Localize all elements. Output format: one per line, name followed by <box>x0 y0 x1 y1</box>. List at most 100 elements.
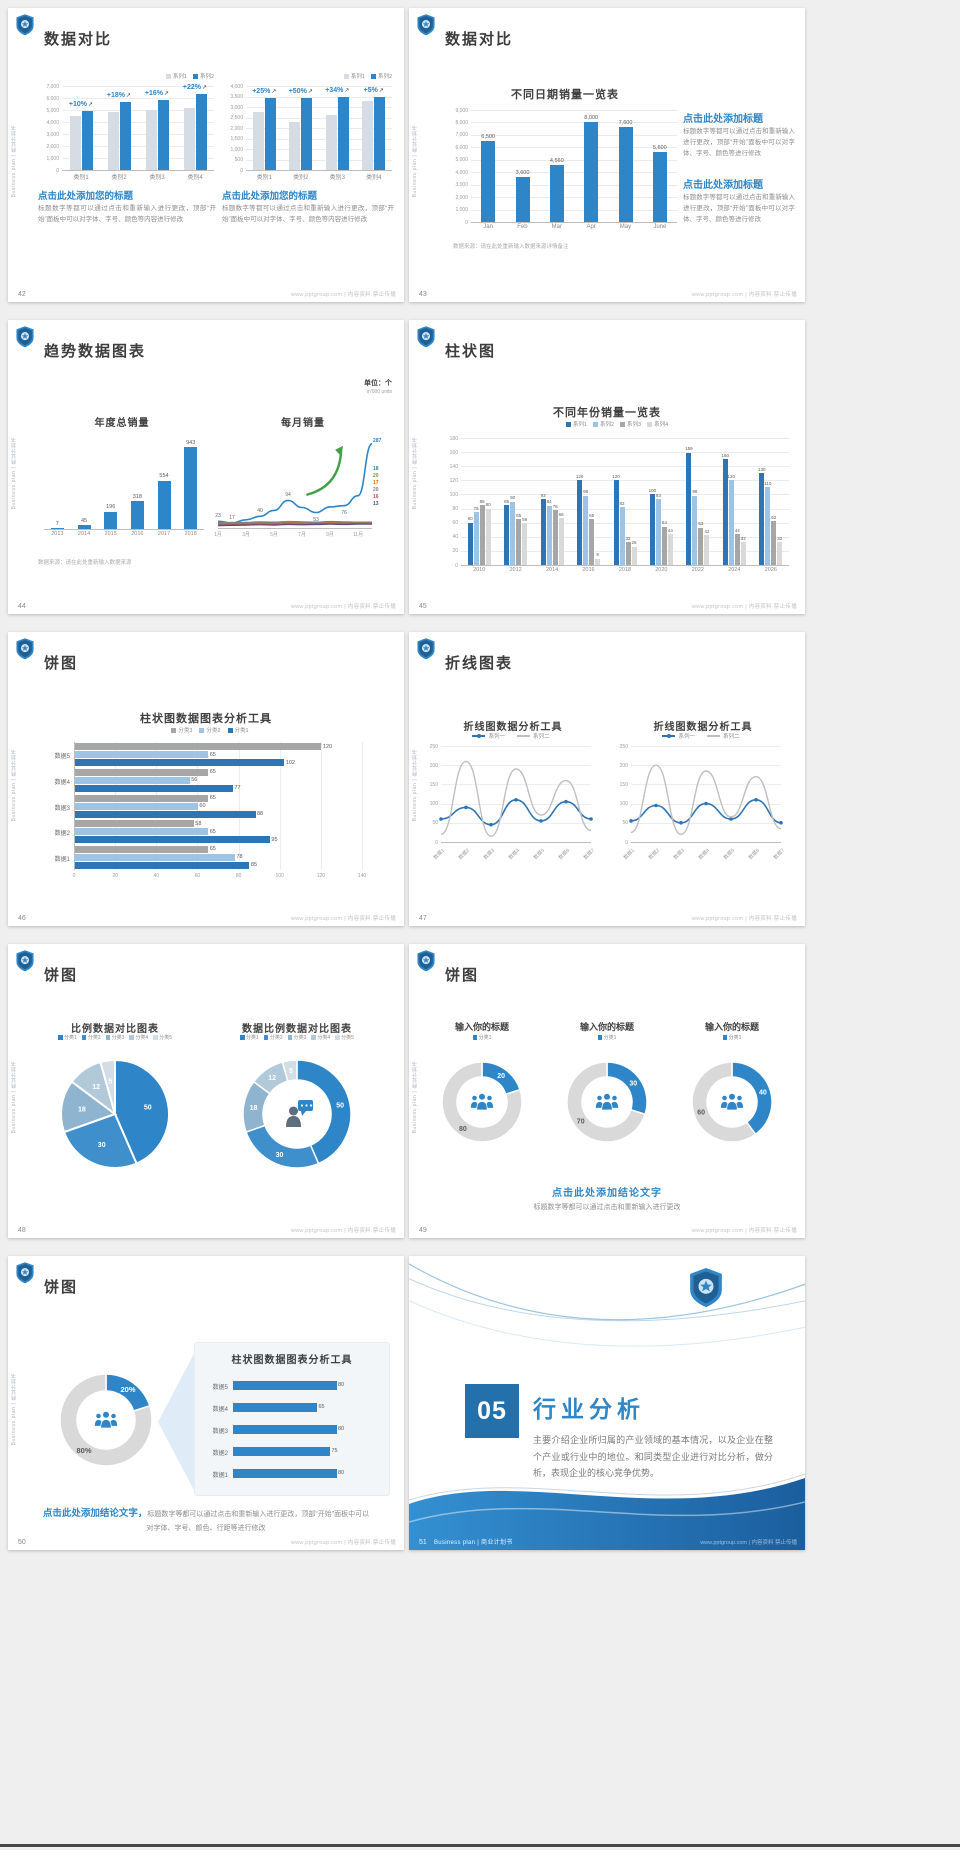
y-axis-label: 180 <box>449 435 458 442</box>
slide-46-thumbnail[interactable]: Business plan | 商业计划书 饼图 柱状图数据图表分析工具 分类3… <box>8 632 404 926</box>
gridline <box>461 480 789 482</box>
slide-43-thumbnail[interactable]: Business plan | 商业计划书 数据对比 不同日期销量一览表 9,0… <box>409 8 805 302</box>
bar-value-label: 554 <box>159 473 169 480</box>
legend-label: 分类1 <box>234 728 249 734</box>
legend-swatch <box>153 1035 158 1040</box>
legend-item: 系列2 <box>370 72 392 80</box>
bar-value-label: 80 <box>485 502 491 508</box>
donut-chart: 20% 80% <box>48 1360 164 1480</box>
unit-note: 单位：个 in'000 units <box>322 378 392 395</box>
chart-title: 折线图数据分析工具 <box>463 722 563 733</box>
category-label: 数据1 <box>212 1472 228 1479</box>
bar <box>184 447 198 529</box>
legend-label: 分类4 <box>317 1035 331 1041</box>
caption-title: 点击此处添加您的标题 <box>38 191 134 202</box>
person-icon-head <box>289 1106 298 1116</box>
y-axis-label: 3,000 <box>46 131 59 138</box>
pie-chart: 分类1 分类2 分类3 分类4 分类5 50 30 18 12 5 <box>24 1034 206 1184</box>
legend-item: 系列3 <box>620 420 641 428</box>
gridline <box>246 96 392 98</box>
category-label: Mar <box>551 224 562 230</box>
series-end-label: 13 <box>373 501 379 508</box>
legend-item: 分类3 <box>105 1034 124 1041</box>
chat-dot <box>300 1104 304 1107</box>
legend-item: 分类1 <box>58 1034 77 1041</box>
legend-swatch <box>722 1035 728 1040</box>
sales-bar-chart: 9,000 8,000 7,000 6,000 5,000 4,000 3,000 2,000… <box>445 102 681 234</box>
bar <box>473 512 479 565</box>
slide-42-thumbnail[interactable]: Business plan | 商业计划书 数据对比 系列1 系列2 7,000 6,… <box>8 8 404 302</box>
gridline <box>461 494 789 496</box>
bar <box>74 776 190 784</box>
bar-value-label: 62 <box>771 514 777 520</box>
callout-label: +10%↗ <box>68 100 94 108</box>
legend-item: 分类2 <box>199 726 221 734</box>
callout-label: +25%↗ <box>252 87 277 95</box>
x-axis-line <box>62 170 214 171</box>
bar <box>549 165 564 222</box>
y-axis-label: 2,500 <box>230 115 243 121</box>
conclusion-body: 标题数字等都可以通过点击和重新输入进行更改，顶部“开始”面板中可以对字体、字号、… <box>146 1511 370 1532</box>
legend-line <box>707 735 720 737</box>
side-vertical-text: Business plan | 商业计划书 <box>412 436 418 510</box>
chart-element <box>422 956 430 963</box>
bar <box>619 507 625 565</box>
bar <box>74 784 233 792</box>
category-label: 2024 <box>728 567 741 573</box>
pie-chart-canvas: 50 30 18 12 5 <box>242 1059 352 1169</box>
legend-item: 系列一 <box>662 732 695 740</box>
x-axis-label: 7月 <box>298 532 306 538</box>
bar <box>232 1446 330 1456</box>
chart-title: 输入你的标题 <box>454 1022 509 1032</box>
legend-item: 分类2 <box>81 1034 101 1041</box>
bar-value-label: 159 <box>685 446 693 452</box>
bar <box>325 115 337 170</box>
legend-label: 系列1 <box>172 74 187 80</box>
slide-47-thumbnail[interactable]: Business plan | 商业计划书 折线图表 折线图数据分析工具 系列一… <box>409 632 805 926</box>
page-number: 50 <box>18 1539 26 1546</box>
bar <box>584 122 599 222</box>
person-icon-head <box>596 1094 603 1102</box>
y-axis-label: 1,000 <box>46 155 59 162</box>
bar-value-label: 120 <box>575 473 584 479</box>
data-annotation: 53 <box>313 516 319 523</box>
legend-swatch <box>105 1035 111 1040</box>
y-axis-label: 5,000 <box>46 107 59 114</box>
bar-value-label: 53 <box>698 521 704 527</box>
bar <box>81 110 93 170</box>
slide-50-thumbnail[interactable]: Business plan | 商业计划书 饼图 20% 80% 柱状图数据图表分… <box>8 1256 404 1550</box>
slide-44-thumbnail[interactable]: Business plan | 商业计划书 趋势数据图表 单位：个 in'000… <box>8 320 404 614</box>
chart-element <box>422 20 430 27</box>
legend-label: 系列2 <box>599 422 614 428</box>
text-block-title: 点击此处添加标题 <box>683 114 763 125</box>
bar-value-label: 80 <box>338 1382 345 1388</box>
slide-48-thumbnail[interactable]: Business plan | 商业计划书 饼图 比例数据对比图表 分类1 分类2… <box>8 944 404 1238</box>
pie-slice <box>691 1061 757 1143</box>
y-axis-label: 6,000 <box>455 144 468 151</box>
chart-legend: 分类3 分类2 分类1 <box>42 726 378 734</box>
bar <box>130 501 144 529</box>
chart-title: 折线图数据分析工具 <box>653 722 753 733</box>
x-axis-label: 140 <box>357 873 367 879</box>
bar-value-label: 26 <box>631 540 637 546</box>
watermark-text: www.pptgroup.com | 内容资料 禁止传播 <box>691 916 797 922</box>
bar-value-label: 85 <box>479 498 485 504</box>
bar-value-label: 75 <box>331 1448 338 1454</box>
pie-slice <box>245 1124 320 1169</box>
x-axis-label: 11月 <box>352 532 364 538</box>
y-axis-label: 0 <box>240 167 243 174</box>
bar-value-label: 80 <box>338 1470 345 1476</box>
bar-value-label: 95 <box>271 836 278 843</box>
slide-45-thumbnail[interactable]: Business plan | 商业计划书 柱状图 不同年份销量一览表 系列1 系… <box>409 320 805 614</box>
monthly-sales-line-chart: 1月 3月 5月 7月 9月 11月 287 18 20 17 20 16 13 23 17 40 94 53 76 <box>210 432 390 540</box>
category-label: June <box>653 224 667 230</box>
category-label: 数据3 <box>212 1428 228 1435</box>
trend-arrow <box>306 447 343 496</box>
y-axis-label: 100 <box>619 801 628 808</box>
bar-value-label: 196 <box>106 504 116 511</box>
slide-51-thumbnail[interactable]: 05 行业分析 主要介绍企业所归属的产业领域的基本情况，以及企业在整个产业或行业… <box>409 1256 805 1550</box>
person-icon-body <box>286 1116 301 1127</box>
slide-49-thumbnail[interactable]: Business plan | 商业计划书 饼图 输入你的标题 分类1 20 80 … <box>409 944 805 1238</box>
callout-arrow-icon: ↗ <box>202 84 208 91</box>
side-vertical-text: Business plan | 商业计划书 <box>412 748 418 822</box>
